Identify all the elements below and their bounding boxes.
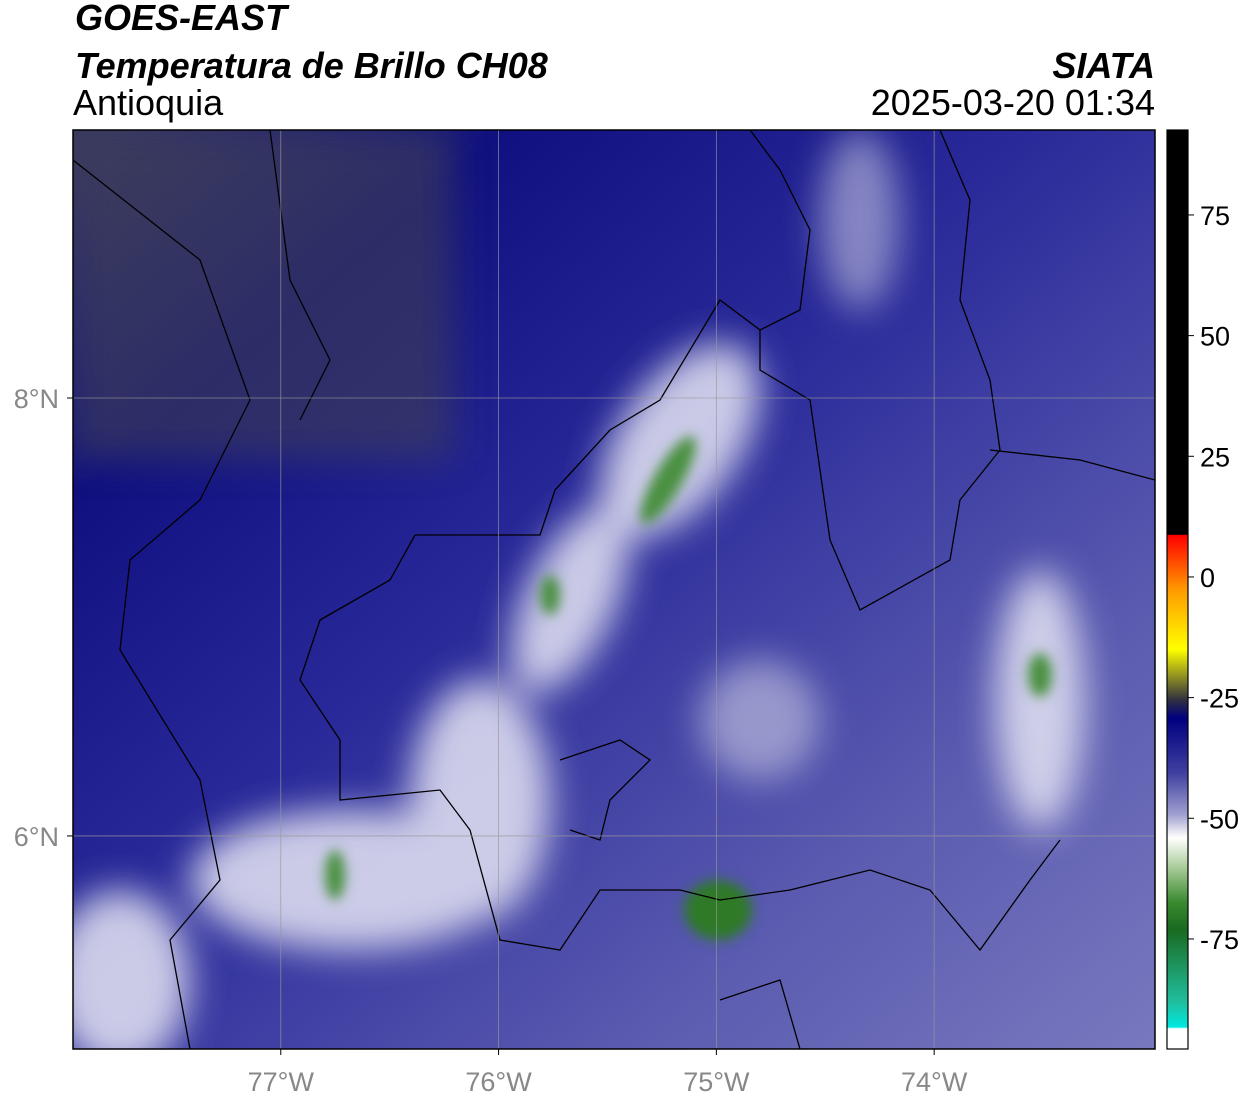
map-field — [73, 130, 1155, 1049]
title: GOES-EAST — [75, 0, 290, 38]
x-tick-label: 77°W — [248, 1067, 315, 1097]
y-tick-label: 6°N — [14, 822, 59, 852]
map-frame — [72, 129, 1156, 1050]
x-tick-label: 74°W — [901, 1067, 968, 1097]
colorbar-tick-label: 25 — [1200, 442, 1230, 472]
subtitle: Temperatura de Brillo CH08 — [75, 45, 548, 86]
colorbar-tick-label: 75 — [1200, 201, 1230, 231]
colorbar-tick-label: -75 — [1200, 925, 1239, 955]
source: SIATA — [1052, 45, 1155, 86]
x-tick-label: 75°W — [683, 1067, 750, 1097]
gridlines — [73, 130, 1155, 1049]
colorbar-tick-label: -25 — [1200, 684, 1239, 714]
colorbar — [1166, 129, 1189, 1050]
region: Antioquia — [73, 82, 224, 123]
y-tick-label: 8°N — [14, 384, 59, 414]
x-tick-label: 76°W — [465, 1067, 532, 1097]
colorbar-tick-label: -50 — [1200, 804, 1239, 834]
colorbar-tick-label: 0 — [1200, 563, 1215, 593]
datetime: 2025-03-20 01:34 — [871, 82, 1155, 123]
colorbar-tick-label: 50 — [1200, 322, 1230, 352]
